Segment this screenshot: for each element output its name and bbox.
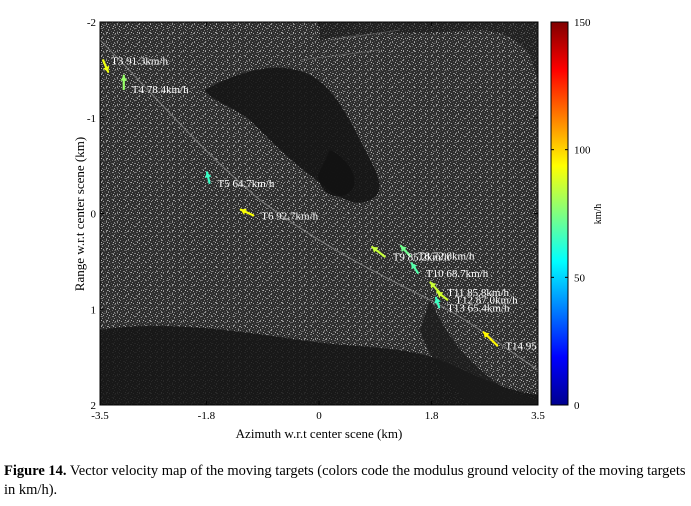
target-t5: T5 64.7km/h [204, 171, 275, 190]
target-label: T10 68.7km/h [426, 268, 489, 280]
x-tick-label: 3.5 [531, 410, 545, 422]
colorbar [550, 21, 569, 406]
target-t4: T4 78.4km/h [120, 74, 189, 96]
water-area [420, 300, 538, 405]
road [100, 39, 538, 371]
colorbar-tick-label: 150 [574, 17, 591, 29]
caption-text: Vector velocity map of the moving target… [4, 463, 686, 498]
y-tick-label: 2 [91, 400, 97, 412]
y-tick-label: 0 [91, 209, 97, 221]
colorbar-ticks: 0 50 100 150 [551, 17, 591, 412]
velocity-arrowhead [437, 292, 444, 298]
target-label: T13 65.4km/h [447, 302, 510, 314]
target-t6: T6 92.7km/h [239, 208, 319, 222]
sar-image [100, 22, 538, 405]
y-tick-label: 1 [91, 304, 97, 316]
target-t3: T3 91.3km/h [102, 55, 168, 73]
target-label: T14 95 [505, 341, 537, 353]
x-tick-label: 0 [316, 410, 322, 422]
target-label: T6 92.7km/h [261, 210, 318, 222]
velocity-arrowhead [120, 75, 128, 81]
y-axis-label: Range w.r.t center scene (km) [72, 137, 87, 291]
target-label: T11 85.8km/h [447, 287, 509, 299]
velocity-arrowhead [240, 208, 247, 215]
target-t11: T11 85.8km/h [429, 281, 510, 299]
x-axis-label: Azimuth w.r.t center scene (km) [236, 426, 403, 441]
water-area [100, 325, 538, 405]
y-axis-ticks: -2 -1 0 1 2 [87, 17, 538, 412]
velocity-arrowhead [434, 297, 441, 304]
x-tick-label: 1.8 [425, 410, 439, 422]
targets-layer: T3 91.3km/h T4 78.4km/h T5 64.7km/h T6 92.7… [102, 55, 537, 353]
x-axis-ticks: -3.5 -1.8 0 1.8 3.5 [91, 22, 545, 422]
target-label: T4 78.4km/h [132, 84, 189, 96]
target-t9: T9 85.2km/h [371, 245, 450, 264]
velocity-arrowhead [102, 65, 110, 72]
velocity-arrowhead [204, 172, 212, 179]
target-t13: T13 65.4km/h [434, 296, 510, 314]
water-area [320, 22, 538, 80]
velocity-arrowhead [372, 247, 379, 253]
velocity-arrowhead [411, 263, 418, 270]
colorbar-tick-label: 50 [574, 272, 586, 284]
colorbar-tick-label: 0 [574, 400, 580, 412]
target-t12: T12 87.0km/h [436, 290, 518, 307]
velocity-arrowhead [483, 332, 490, 339]
figure-caption: Figure 14. Vector velocity map of the mo… [4, 462, 688, 500]
x-tick-label: -1.8 [198, 410, 216, 422]
target-label: T12 87.0km/h [455, 295, 518, 307]
y-tick-label: -2 [87, 17, 96, 29]
colorbar-label: km/h [593, 204, 604, 225]
velocity-arrowhead [400, 246, 407, 253]
target-label: T9 85.2km/h [393, 252, 450, 264]
y-tick-label: -1 [87, 113, 96, 125]
target-label: T5 64.7km/h [218, 178, 275, 190]
water-area [318, 150, 355, 197]
target-t10: T10 68.7km/h [410, 262, 489, 280]
velocity-arrowhead [430, 282, 437, 289]
target-t8: T8 72.8km/h [399, 244, 475, 263]
x-tick-label: -3.5 [91, 410, 109, 422]
colorbar-tick-label: 100 [574, 145, 591, 157]
road [299, 29, 401, 61]
caption-prefix: Figure 14. [4, 463, 67, 479]
target-label: T3 91.3km/h [111, 55, 168, 67]
target-t14: T14 95 [482, 331, 537, 353]
target-label: T8 72.8km/h [418, 251, 475, 263]
